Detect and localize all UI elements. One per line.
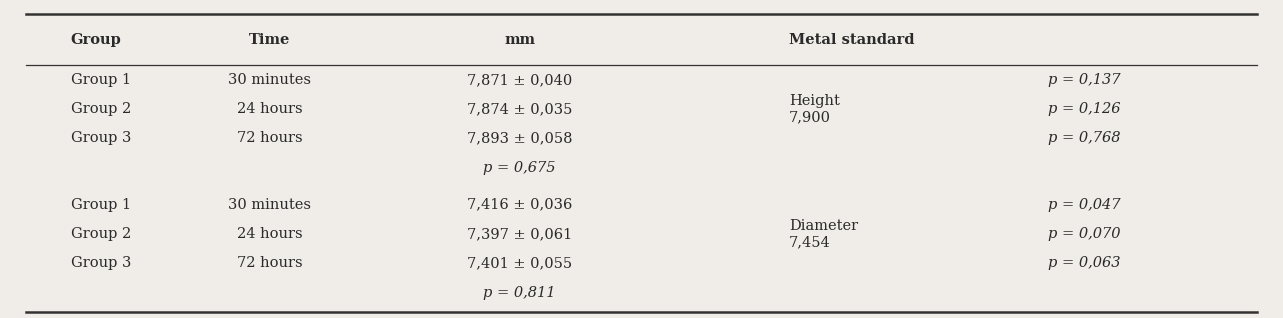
Text: Metal standard: Metal standard (789, 33, 915, 47)
Text: 7,454: 7,454 (789, 235, 831, 249)
Text: Group: Group (71, 33, 122, 47)
Text: 7,900: 7,900 (789, 110, 831, 124)
Text: 7,871 ± 0,040: 7,871 ± 0,040 (467, 73, 572, 87)
Text: 72 hours: 72 hours (236, 131, 303, 145)
Text: Time: Time (249, 33, 290, 47)
Text: Diameter: Diameter (789, 219, 858, 233)
Text: 30 minutes: 30 minutes (228, 198, 310, 212)
Text: p = 0,126: p = 0,126 (1048, 102, 1120, 116)
Text: p = 0,137: p = 0,137 (1048, 73, 1120, 87)
Text: p = 0,070: p = 0,070 (1048, 227, 1120, 241)
Text: Height: Height (789, 94, 840, 108)
Text: 7,397 ± 0,061: 7,397 ± 0,061 (467, 227, 572, 241)
Text: Group 2: Group 2 (71, 227, 131, 241)
Text: Group 2: Group 2 (71, 102, 131, 116)
Text: 7,893 ± 0,058: 7,893 ± 0,058 (467, 131, 572, 145)
Text: 30 minutes: 30 minutes (228, 73, 310, 87)
Text: mm: mm (504, 33, 535, 47)
Text: p = 0,768: p = 0,768 (1048, 131, 1120, 145)
Text: p = 0,047: p = 0,047 (1048, 198, 1120, 212)
Text: 7,401 ± 0,055: 7,401 ± 0,055 (467, 256, 572, 270)
Text: p = 0,675: p = 0,675 (484, 161, 556, 175)
Text: 7,874 ± 0,035: 7,874 ± 0,035 (467, 102, 572, 116)
Text: 72 hours: 72 hours (236, 256, 303, 270)
Text: Group 3: Group 3 (71, 131, 131, 145)
Text: Group 1: Group 1 (71, 73, 131, 87)
Text: 7,416 ± 0,036: 7,416 ± 0,036 (467, 198, 572, 212)
Text: 24 hours: 24 hours (236, 227, 303, 241)
Text: Group 3: Group 3 (71, 256, 131, 270)
Text: Group 1: Group 1 (71, 198, 131, 212)
Text: p = 0,063: p = 0,063 (1048, 256, 1120, 270)
Text: p = 0,811: p = 0,811 (484, 286, 556, 300)
Text: 24 hours: 24 hours (236, 102, 303, 116)
